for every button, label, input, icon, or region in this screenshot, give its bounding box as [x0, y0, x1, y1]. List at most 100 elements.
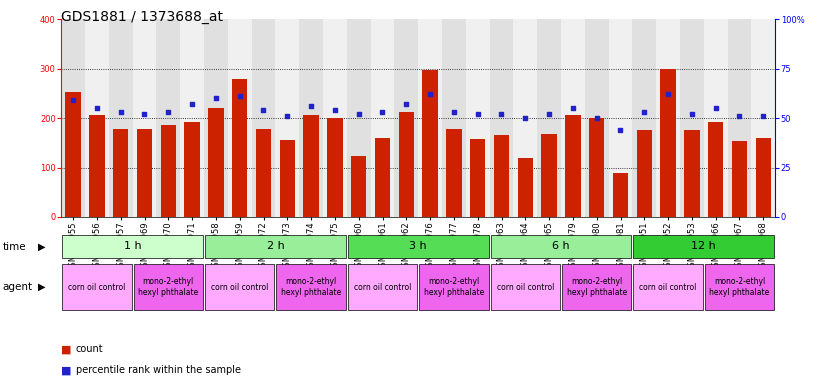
- Point: [281, 113, 294, 119]
- Point: [424, 91, 437, 98]
- Bar: [280, 140, 295, 217]
- Bar: [304, 114, 319, 217]
- Bar: [161, 125, 176, 217]
- Bar: [490, 19, 513, 217]
- Bar: [157, 19, 180, 217]
- Point: [590, 115, 603, 121]
- Bar: [251, 19, 275, 217]
- Bar: [565, 115, 581, 217]
- Text: 12 h: 12 h: [691, 241, 716, 251]
- Bar: [255, 129, 271, 217]
- Bar: [113, 129, 128, 217]
- Point: [162, 109, 175, 115]
- Point: [328, 107, 341, 113]
- Bar: [327, 118, 343, 217]
- Bar: [180, 19, 204, 217]
- Bar: [636, 130, 652, 217]
- Point: [709, 105, 722, 111]
- Bar: [513, 19, 537, 217]
- Text: ■: ■: [61, 344, 72, 354]
- Point: [566, 105, 579, 111]
- Text: time: time: [2, 242, 26, 252]
- Point: [519, 115, 532, 121]
- Text: mono-2-ethyl
hexyl phthalate: mono-2-ethyl hexyl phthalate: [566, 277, 627, 297]
- Bar: [134, 264, 203, 310]
- Text: GDS1881 / 1373688_at: GDS1881 / 1373688_at: [61, 10, 224, 23]
- Bar: [204, 19, 228, 217]
- Bar: [109, 19, 132, 217]
- Point: [376, 109, 389, 115]
- Point: [91, 105, 104, 111]
- Bar: [609, 19, 632, 217]
- Bar: [466, 19, 490, 217]
- Text: ▶: ▶: [38, 282, 45, 292]
- Text: mono-2-ethyl
hexyl phthalate: mono-2-ethyl hexyl phthalate: [424, 277, 484, 297]
- Bar: [494, 136, 509, 217]
- Bar: [184, 122, 200, 217]
- Bar: [418, 19, 442, 217]
- Text: ■: ■: [61, 365, 72, 375]
- Bar: [348, 235, 489, 258]
- Bar: [660, 69, 676, 217]
- Point: [495, 111, 508, 117]
- Bar: [205, 264, 274, 310]
- Bar: [137, 129, 153, 217]
- Point: [638, 109, 651, 115]
- Bar: [323, 19, 347, 217]
- Bar: [442, 19, 466, 217]
- Text: mono-2-ethyl
hexyl phthalate: mono-2-ethyl hexyl phthalate: [709, 277, 769, 297]
- Bar: [517, 158, 533, 217]
- Bar: [708, 122, 724, 217]
- Bar: [370, 19, 394, 217]
- Bar: [208, 108, 224, 217]
- Bar: [705, 264, 774, 310]
- Bar: [613, 174, 628, 217]
- Text: corn oil control: corn oil control: [354, 283, 411, 291]
- Point: [733, 113, 746, 119]
- Point: [114, 109, 127, 115]
- Bar: [585, 19, 609, 217]
- Bar: [446, 129, 462, 217]
- Bar: [756, 138, 771, 217]
- Text: percentile rank within the sample: percentile rank within the sample: [76, 365, 241, 375]
- Bar: [537, 19, 561, 217]
- Bar: [589, 118, 605, 217]
- Point: [138, 111, 151, 117]
- Bar: [299, 19, 323, 217]
- Bar: [423, 70, 438, 217]
- Text: 6 h: 6 h: [552, 241, 570, 251]
- Bar: [277, 264, 346, 310]
- Point: [304, 103, 317, 109]
- Bar: [232, 79, 247, 217]
- Point: [257, 107, 270, 113]
- Bar: [470, 139, 486, 217]
- Point: [685, 111, 698, 117]
- Bar: [562, 264, 632, 310]
- Bar: [275, 19, 299, 217]
- Bar: [347, 19, 370, 217]
- Point: [400, 101, 413, 107]
- Bar: [561, 19, 585, 217]
- Point: [447, 109, 460, 115]
- Bar: [65, 93, 81, 217]
- Point: [233, 93, 246, 99]
- Text: corn oil control: corn oil control: [69, 283, 126, 291]
- Bar: [62, 235, 203, 258]
- Point: [353, 111, 366, 117]
- Text: agent: agent: [2, 282, 33, 292]
- Bar: [728, 19, 752, 217]
- Point: [185, 101, 198, 107]
- Bar: [419, 264, 489, 310]
- Bar: [61, 19, 85, 217]
- Text: 1 h: 1 h: [124, 241, 141, 251]
- Text: 2 h: 2 h: [267, 241, 284, 251]
- Text: corn oil control: corn oil control: [497, 283, 554, 291]
- Bar: [490, 235, 632, 258]
- Bar: [633, 264, 703, 310]
- Bar: [684, 131, 699, 217]
- Point: [543, 111, 556, 117]
- Bar: [732, 141, 747, 217]
- Bar: [680, 19, 703, 217]
- Bar: [398, 112, 414, 217]
- Bar: [656, 19, 680, 217]
